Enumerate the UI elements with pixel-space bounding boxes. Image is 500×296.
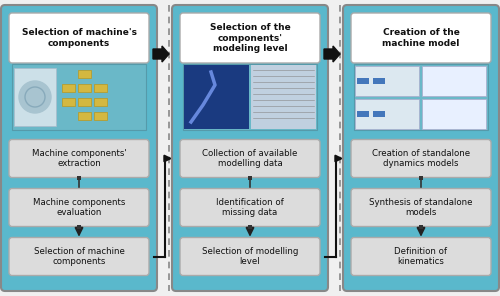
FancyArrow shape: [153, 46, 169, 62]
FancyBboxPatch shape: [9, 139, 149, 178]
FancyBboxPatch shape: [78, 84, 91, 92]
FancyBboxPatch shape: [180, 237, 320, 276]
FancyBboxPatch shape: [180, 13, 320, 63]
FancyBboxPatch shape: [251, 65, 316, 129]
FancyBboxPatch shape: [62, 98, 75, 106]
FancyBboxPatch shape: [14, 68, 56, 126]
FancyBboxPatch shape: [184, 65, 249, 129]
FancyBboxPatch shape: [422, 66, 486, 96]
Text: Creation of standalone
dynamics models: Creation of standalone dynamics models: [372, 149, 470, 168]
FancyBboxPatch shape: [422, 99, 486, 129]
FancyBboxPatch shape: [248, 176, 252, 179]
FancyBboxPatch shape: [94, 98, 107, 106]
Text: Definition of
kinematics: Definition of kinematics: [394, 247, 448, 266]
FancyBboxPatch shape: [9, 237, 149, 276]
FancyBboxPatch shape: [419, 224, 423, 229]
FancyBboxPatch shape: [172, 5, 328, 291]
Text: Creation of the
machine model: Creation of the machine model: [382, 28, 460, 48]
Circle shape: [19, 81, 51, 113]
FancyBboxPatch shape: [419, 176, 423, 179]
FancyBboxPatch shape: [77, 224, 81, 229]
FancyBboxPatch shape: [373, 78, 385, 84]
FancyBboxPatch shape: [357, 78, 369, 84]
FancyBboxPatch shape: [373, 111, 385, 117]
Text: Synthesis of standalone
models: Synthesis of standalone models: [369, 198, 473, 217]
FancyBboxPatch shape: [62, 84, 75, 92]
FancyArrow shape: [324, 46, 340, 62]
FancyBboxPatch shape: [9, 13, 149, 63]
FancyBboxPatch shape: [351, 13, 491, 63]
FancyBboxPatch shape: [357, 111, 369, 117]
FancyBboxPatch shape: [351, 237, 491, 276]
Text: Collection of available
modelling data: Collection of available modelling data: [202, 149, 298, 168]
FancyBboxPatch shape: [12, 64, 146, 130]
FancyBboxPatch shape: [9, 189, 149, 226]
FancyBboxPatch shape: [77, 176, 81, 179]
FancyBboxPatch shape: [343, 5, 499, 291]
FancyBboxPatch shape: [94, 84, 107, 92]
FancyBboxPatch shape: [248, 224, 252, 229]
Text: Machine components'
extraction: Machine components' extraction: [32, 149, 126, 168]
FancyBboxPatch shape: [180, 139, 320, 178]
FancyBboxPatch shape: [78, 70, 91, 78]
FancyBboxPatch shape: [78, 112, 91, 120]
FancyBboxPatch shape: [78, 98, 91, 106]
Text: Machine components
evaluation: Machine components evaluation: [33, 198, 125, 217]
Text: Selection of machine's
components: Selection of machine's components: [22, 28, 136, 48]
Text: Selection of the
components'
modeling level: Selection of the components' modeling le…: [210, 23, 290, 53]
FancyBboxPatch shape: [351, 189, 491, 226]
FancyBboxPatch shape: [94, 112, 107, 120]
FancyBboxPatch shape: [180, 189, 320, 226]
FancyBboxPatch shape: [351, 139, 491, 178]
Text: Selection of modelling
level: Selection of modelling level: [202, 247, 298, 266]
FancyBboxPatch shape: [1, 5, 157, 291]
FancyBboxPatch shape: [354, 64, 488, 130]
FancyBboxPatch shape: [355, 99, 419, 129]
Text: Identification of
missing data: Identification of missing data: [216, 198, 284, 217]
FancyBboxPatch shape: [355, 66, 419, 96]
FancyBboxPatch shape: [183, 64, 317, 130]
Text: Selection of machine
components: Selection of machine components: [34, 247, 124, 266]
